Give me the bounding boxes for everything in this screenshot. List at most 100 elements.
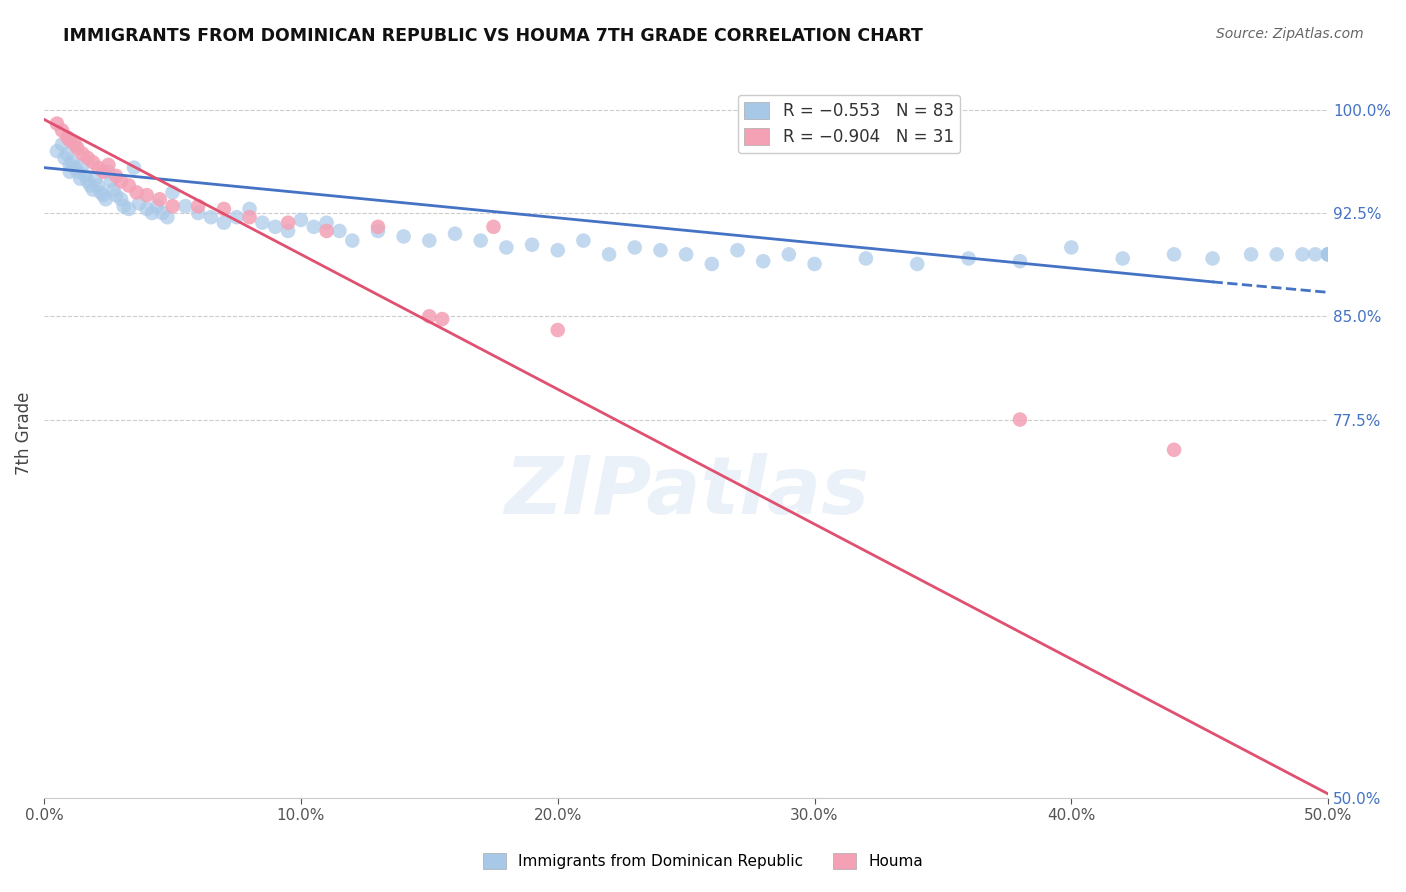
Point [1163,442,1185,457]
Point [623,240,645,254]
Point [91,165,114,179]
Point [264,219,287,234]
Point [174,199,197,213]
Point [1008,254,1031,268]
Point [63,137,86,152]
Point [56,130,79,145]
Point [118,202,141,216]
Point [72,158,94,172]
Point [1008,412,1031,426]
Point [675,247,697,261]
Point [51,123,73,137]
Legend: Immigrants from Dominican Republic, Houma: Immigrants from Dominican Republic, Houm… [477,847,929,875]
Point [72,146,94,161]
Point [125,186,148,200]
Point [63,161,86,175]
Point [430,312,453,326]
Point [75,169,97,183]
Point [59,158,82,172]
Point [97,165,120,179]
Point [187,206,209,220]
Point [315,224,337,238]
Point [118,178,141,193]
Point [122,161,145,175]
Point [79,178,101,193]
Point [110,174,132,188]
Point [1317,247,1340,261]
Point [141,206,163,220]
Point [110,192,132,206]
Point [187,199,209,213]
Point [1317,247,1340,261]
Point [112,199,135,213]
Point [418,234,440,248]
Text: ZIPatlas: ZIPatlas [503,452,869,531]
Point [392,229,415,244]
Point [855,252,877,266]
Point [212,216,235,230]
Point [212,202,235,216]
Text: IMMIGRANTS FROM DOMINICAN REPUBLIC VS HOUMA 7TH GRADE CORRELATION CHART: IMMIGRANTS FROM DOMINICAN REPUBLIC VS HO… [63,27,924,45]
Point [66,141,89,155]
Point [59,165,82,179]
Point [1112,252,1135,266]
Point [82,155,104,169]
Point [128,196,150,211]
Point [46,144,69,158]
Point [803,257,825,271]
Point [69,171,91,186]
Point [225,210,247,224]
Point [1317,247,1340,261]
Point [1060,240,1083,254]
Point [1163,247,1185,261]
Point [778,247,800,261]
Point [547,323,569,337]
Point [1303,247,1326,261]
Point [82,183,104,197]
Point [60,155,83,169]
Point [91,188,114,202]
Legend: R = −0.553   N = 83, R = −0.904   N = 31: R = −0.553 N = 83, R = −0.904 N = 31 [738,95,960,153]
Point [105,188,128,202]
Point [135,188,157,202]
Point [1201,252,1223,266]
Point [56,146,79,161]
Point [302,219,325,234]
Point [162,199,184,213]
Point [547,244,569,258]
Point [156,210,179,224]
Point [238,210,260,224]
Point [100,174,122,188]
Point [87,161,110,175]
Point [1291,247,1313,261]
Point [103,183,125,197]
Point [367,224,389,238]
Point [53,151,76,165]
Point [51,137,73,152]
Point [146,199,169,213]
Point [367,219,389,234]
Point [1265,247,1288,261]
Point [905,257,928,271]
Point [328,224,350,238]
Point [200,210,222,224]
Point [66,165,89,179]
Point [238,202,260,216]
Y-axis label: 7th Grade: 7th Grade [15,392,32,475]
Point [105,169,128,183]
Point [752,254,775,268]
Point [520,237,543,252]
Point [342,234,364,248]
Point [90,186,112,200]
Point [84,171,107,186]
Point [59,133,82,147]
Point [290,213,312,227]
Point [150,206,173,220]
Point [87,178,110,193]
Point [470,234,492,248]
Point [650,244,672,258]
Point [277,224,299,238]
Point [315,216,337,230]
Point [135,202,157,216]
Point [1317,247,1340,261]
